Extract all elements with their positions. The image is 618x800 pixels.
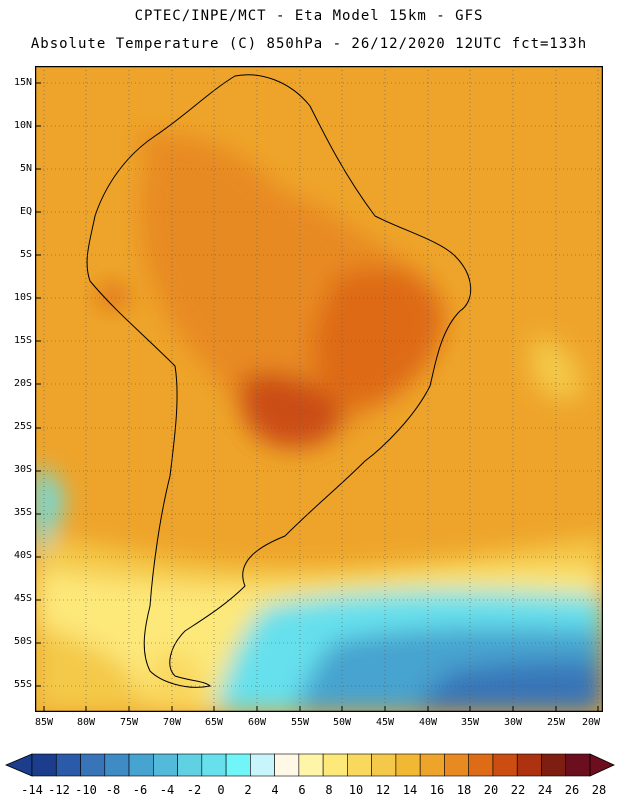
lon-label: 40W xyxy=(418,717,438,728)
lat-label: 5S xyxy=(19,249,32,260)
colorbar-segment xyxy=(250,753,275,777)
colorbar-segment xyxy=(468,753,494,777)
colorbar-segment xyxy=(128,753,154,777)
colorbar-segment xyxy=(371,753,397,777)
lon-label: 25W xyxy=(546,717,566,728)
colorbar-label: 18 xyxy=(456,783,472,797)
lon-label: 20W xyxy=(581,717,601,728)
colorbar-label: -4 xyxy=(159,783,175,797)
colorbar-label: 16 xyxy=(429,783,445,797)
colorbar-label: 6 xyxy=(298,783,306,797)
coastline xyxy=(86,74,472,688)
colorbar-label: 26 xyxy=(564,783,580,797)
colorbar-label: -2 xyxy=(186,783,202,797)
colorbar-segment xyxy=(516,753,542,777)
colorbar-arrow-right xyxy=(589,753,615,777)
colorbar-segment xyxy=(395,753,421,777)
colorbar-label: 4 xyxy=(271,783,279,797)
colorbar-segment xyxy=(347,753,372,777)
colorbar-segment xyxy=(55,753,81,777)
colorbar-label: 20 xyxy=(483,783,499,797)
colorbar-segment xyxy=(31,753,57,777)
colorbar-label: 24 xyxy=(537,783,553,797)
colorbar-segment xyxy=(177,753,203,777)
colorbar-label: -10 xyxy=(75,783,97,797)
colorbar-segment xyxy=(104,753,130,777)
lon-label: 30W xyxy=(503,717,523,728)
lat-label: EQ xyxy=(19,206,32,217)
colorbar-segment xyxy=(444,753,469,777)
lat-label: 45S xyxy=(13,593,32,604)
map-frame xyxy=(35,66,603,712)
lat-label: 10N xyxy=(13,120,32,131)
colorbar-segment xyxy=(80,753,106,777)
lat-label: 20S xyxy=(13,378,32,389)
lat-label: 5N xyxy=(19,163,32,174)
lon-label: 50W xyxy=(332,717,352,728)
colorbar-label: 2 xyxy=(244,783,252,797)
colorbar-label: 28 xyxy=(591,783,607,797)
lat-label: 40S xyxy=(13,550,32,561)
colorbar-label: -8 xyxy=(105,783,121,797)
lat-label: 15N xyxy=(13,77,32,88)
colorbar-label: 10 xyxy=(348,783,364,797)
lat-label: 30S xyxy=(13,464,32,475)
colorbar-label: -12 xyxy=(48,783,70,797)
colorbar-segment xyxy=(492,753,518,777)
chart-subtitle: Absolute Temperature (C) 850hPa - 26/12/… xyxy=(30,36,588,52)
colorbar-segment xyxy=(565,753,591,777)
colorbar-segment xyxy=(322,753,348,777)
lon-label: 55W xyxy=(290,717,310,728)
lat-label: 35S xyxy=(13,507,32,518)
grid xyxy=(35,66,603,712)
lat-label: 55S xyxy=(13,679,32,690)
lon-label: 45W xyxy=(375,717,395,728)
lon-label: 80W xyxy=(76,717,96,728)
lon-label: 60W xyxy=(247,717,267,728)
lat-label: 10S xyxy=(13,292,32,303)
colorbar-label: 14 xyxy=(402,783,418,797)
colorbar-segment xyxy=(541,753,567,777)
lon-label: 75W xyxy=(119,717,139,728)
colorbar-segment xyxy=(153,753,178,777)
lat-label: 15S xyxy=(13,335,32,346)
lat-label: 25S xyxy=(13,421,32,432)
colorbar xyxy=(4,753,615,777)
colorbar-label: 22 xyxy=(510,783,526,797)
cold-field xyxy=(35,336,603,712)
colorbar-label: 8 xyxy=(325,783,333,797)
colorbar-segment xyxy=(225,753,251,777)
colorbar-label: 0 xyxy=(217,783,225,797)
colorbar-arrow-left xyxy=(4,753,33,777)
lon-label: 70W xyxy=(162,717,182,728)
chart-title: CPTEC/INPE/MCT - Eta Model 15km - GFS xyxy=(134,8,484,24)
temperature-map xyxy=(35,66,603,712)
colorbar-label: -14 xyxy=(21,783,43,797)
lon-label: 85W xyxy=(34,717,54,728)
colorbar-label: 12 xyxy=(375,783,391,797)
colorbar-segment xyxy=(274,753,300,777)
lat-label: 50S xyxy=(13,636,32,647)
colorbar-label: -6 xyxy=(132,783,148,797)
lon-label: 35W xyxy=(460,717,480,728)
warm-field xyxy=(95,134,445,448)
colorbar-segment xyxy=(298,753,324,777)
colorbar-segment xyxy=(201,753,227,777)
lon-label: 65W xyxy=(204,717,224,728)
colorbar-segment xyxy=(419,753,445,777)
